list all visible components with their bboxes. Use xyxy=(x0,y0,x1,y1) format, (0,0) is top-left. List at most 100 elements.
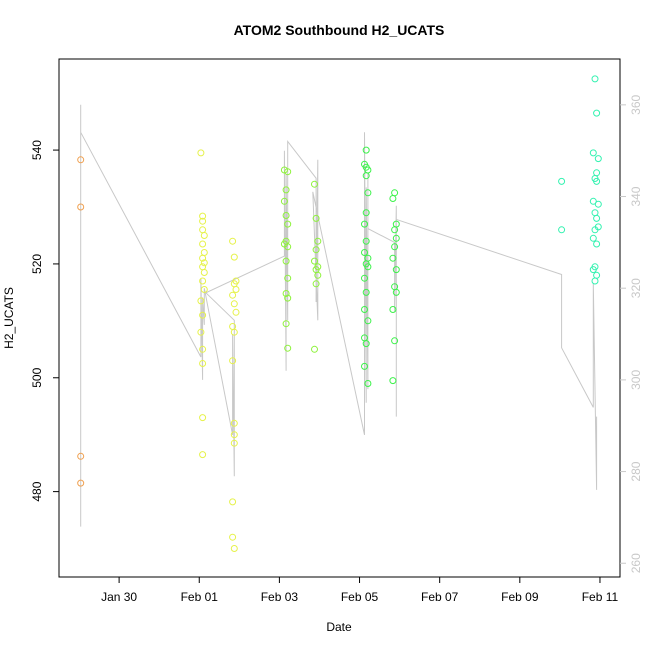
data-point xyxy=(284,168,292,176)
data-point xyxy=(199,217,207,225)
data-point xyxy=(364,189,372,197)
data-point xyxy=(200,269,208,276)
x-tick-label: Feb 05 xyxy=(341,590,379,604)
data-point xyxy=(284,344,292,352)
data-point xyxy=(392,266,400,274)
data-point xyxy=(232,308,240,316)
data-point xyxy=(362,288,370,296)
x-tick-label: Feb 03 xyxy=(261,590,299,604)
data-point xyxy=(200,232,208,239)
data-point xyxy=(199,360,207,367)
data-point xyxy=(284,243,292,251)
data-point xyxy=(312,214,320,222)
data-point xyxy=(229,237,237,245)
y-axis-right: 260 280 300 320 340 360 xyxy=(620,95,643,573)
x-tick-label: Jan 30 xyxy=(101,590,137,604)
data-point xyxy=(392,234,400,242)
data-point xyxy=(311,345,318,353)
data-point xyxy=(199,212,207,220)
data-point xyxy=(284,220,292,228)
chart-title: ATOM2 Southbound H2_UCATS xyxy=(234,22,445,38)
y-axis-label: H2_UCATS xyxy=(2,287,16,349)
data-point xyxy=(199,451,207,459)
data-point xyxy=(364,317,372,325)
data-point xyxy=(77,452,85,460)
data-point xyxy=(362,172,370,180)
y2-tick-label: 320 xyxy=(629,278,643,298)
data-point xyxy=(314,271,322,279)
data-point xyxy=(591,75,599,83)
data-point xyxy=(361,274,368,282)
data-point xyxy=(364,263,372,271)
data-point xyxy=(362,146,370,154)
x-tick-label: Feb 01 xyxy=(181,590,219,604)
data-point xyxy=(282,186,290,194)
data-point xyxy=(312,280,320,288)
data-point xyxy=(389,254,397,262)
x-axis-label: Date xyxy=(326,620,352,634)
scatter-series-2 xyxy=(280,166,322,353)
x-tick-label: Feb 11 xyxy=(582,590,619,604)
data-point xyxy=(230,419,238,427)
data-point xyxy=(364,380,372,387)
data-point xyxy=(77,479,85,487)
data-point xyxy=(229,291,237,299)
data-point xyxy=(199,240,207,248)
data-point xyxy=(594,200,602,208)
y2-tick-label: 340 xyxy=(629,186,643,206)
data-point xyxy=(230,300,238,308)
y-tick-label: 500 xyxy=(30,367,44,387)
data-point xyxy=(280,197,288,205)
data-point xyxy=(199,311,207,319)
data-point xyxy=(361,249,368,256)
data-point xyxy=(391,337,399,345)
line-series-layer xyxy=(80,104,598,527)
data-point xyxy=(589,234,597,242)
data-point xyxy=(389,377,397,385)
scatter-points-layer xyxy=(77,75,602,552)
data-point xyxy=(230,439,238,447)
data-point xyxy=(389,306,397,313)
y2-tick-label: 300 xyxy=(629,370,643,390)
y2-tick-label: 360 xyxy=(629,95,643,115)
x-tick-label: Feb 09 xyxy=(501,590,539,604)
data-point xyxy=(589,266,597,274)
y-tick-label: 540 xyxy=(30,140,44,160)
plot-frame xyxy=(58,58,621,578)
y-tick-label: 520 xyxy=(30,254,44,274)
data-point xyxy=(558,177,566,185)
line-series-trace xyxy=(80,104,598,527)
data-point xyxy=(282,212,290,219)
data-point xyxy=(282,257,290,265)
data-point xyxy=(200,286,208,293)
data-point xyxy=(589,149,597,157)
data-point xyxy=(361,306,368,313)
data-point xyxy=(589,197,597,205)
data-point xyxy=(197,297,205,305)
y2-tick-label: 280 xyxy=(629,461,643,481)
data-point xyxy=(197,328,205,336)
y-tick-label: 480 xyxy=(30,481,44,501)
data-point xyxy=(280,166,288,174)
data-point xyxy=(593,109,601,117)
data-point xyxy=(200,259,208,267)
data-point xyxy=(230,253,238,261)
x-tick-label: Feb 07 xyxy=(421,590,459,604)
data-point xyxy=(311,257,318,265)
data-point xyxy=(593,177,601,185)
data-point xyxy=(593,240,601,248)
data-point xyxy=(558,226,566,234)
data-point xyxy=(232,286,240,293)
scatter-series-3 xyxy=(361,146,400,387)
data-point xyxy=(199,345,207,353)
data-point xyxy=(594,155,602,163)
data-point xyxy=(312,246,320,254)
data-point xyxy=(361,362,368,370)
data-point xyxy=(230,431,238,439)
data-point xyxy=(230,328,238,336)
data-point xyxy=(229,357,237,365)
data-point xyxy=(197,149,205,157)
data-point xyxy=(311,180,318,188)
scatter-series-0 xyxy=(77,156,85,487)
